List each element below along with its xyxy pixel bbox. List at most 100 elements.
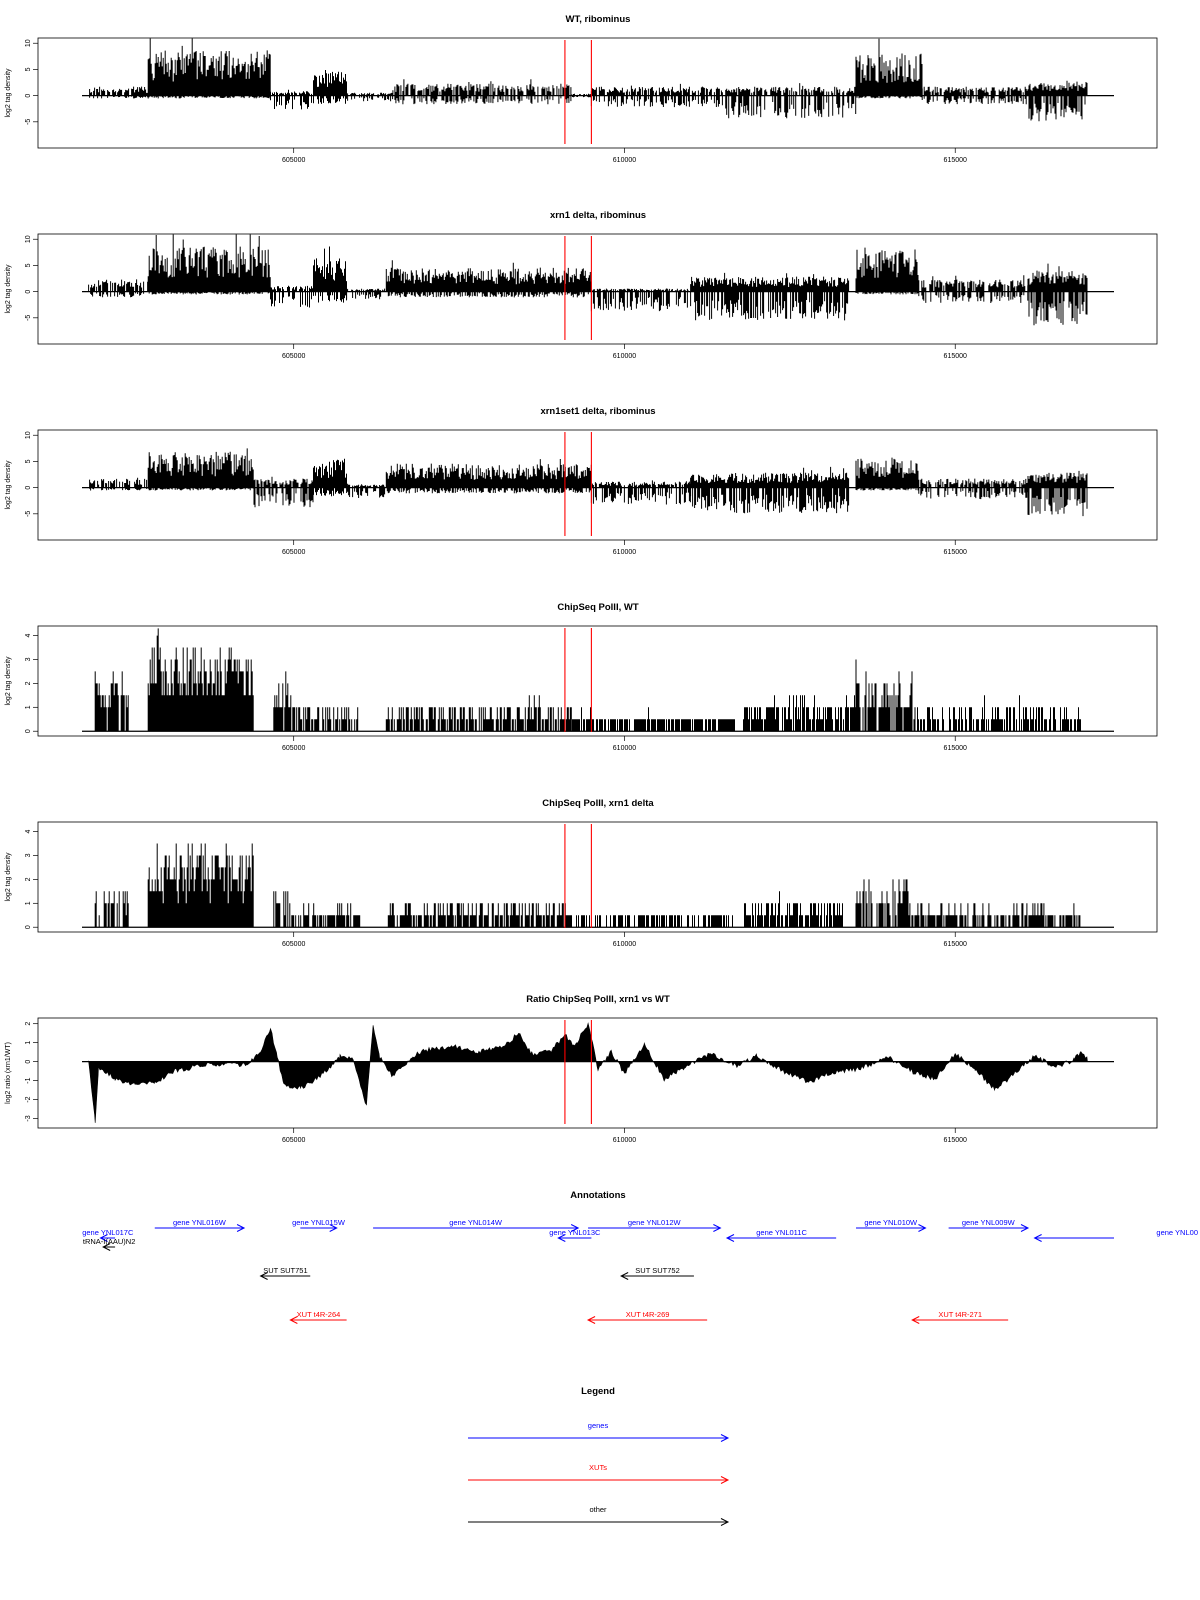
x-tick-label: 615000 [944,353,967,360]
x-tick-label: 605000 [282,353,305,360]
x-tick-label: 610000 [613,157,636,164]
y-tick-label: 0 [25,94,32,98]
feature-arrow-head [1020,1224,1030,1232]
plot-frame [37,37,1158,149]
feature-arrow-head [1033,1234,1042,1242]
y-axis-label: log2 tag density [5,264,12,314]
feature-label: SUT SUT751 [263,1266,307,1275]
y-axis-label: log2 ratio (xrn1/WT) [5,1042,12,1104]
plot-frame [37,1017,1158,1129]
x-tick-label: 610000 [613,745,636,752]
panel-title: Ratio ChipSeq PolII, xrn1 vs WT [526,994,670,1005]
feature-label: gene YNL009W [962,1218,1016,1227]
track-panel-4: ChipSeq PolII, xrn1 delta 0 1 2 3 4 log2 tag d… [5,798,1158,948]
x-tick-label: 610000 [613,353,636,360]
y-axis-label: log2 tag density [5,460,12,510]
y-tick-label: 4 [25,634,32,638]
feature-label: gene YNL00 [1156,1228,1198,1237]
feature-label: gene YNL017C [82,1228,134,1237]
feature-arrow-head [911,1316,920,1324]
x-tick-label: 615000 [944,157,967,164]
x-tick-label: 605000 [282,745,305,752]
feature-arrow-head [329,1224,338,1232]
legend-label: other [589,1505,607,1514]
panel-title: ChipSeq PolII, xrn1 delta [542,798,654,809]
feature-label: XUT t4R-264 [297,1310,341,1319]
legend: Legend genes XUTs other [468,1386,730,1526]
y-tick-label: 0 [25,729,32,733]
feature-arrow-head [236,1224,246,1232]
y-tick-label: -5 [25,511,32,517]
panel-title: xrn1 delta, ribominus [550,210,646,221]
feature-label: SUT SUT752 [635,1266,679,1275]
signal-bars [89,38,1088,122]
track-panel-3: ChipSeq PolII, WT 0 1 2 3 4 log2 tag density 60… [5,602,1158,752]
x-tick-label: 610000 [613,941,636,948]
feature-xut: XUT t4R-264 [289,1310,347,1324]
x-tick-label: 615000 [944,941,967,948]
y-tick-label: 2 [25,1022,32,1026]
feature-gene: gene YNL014W [373,1218,580,1232]
y-tick-label: 3 [25,853,32,857]
y-tick-label: -1 [25,1077,32,1083]
feature-label: gene YNL011C [756,1228,807,1237]
plot-frame [37,625,1158,737]
y-tick-label: 4 [25,830,32,834]
signal-bars [89,448,1088,517]
y-tick-label: 0 [25,925,32,929]
y-tick-label: 1 [25,1041,32,1045]
feature-gene: gene YNL00 [1033,1228,1198,1242]
feature-xut: XUT t4R-271 [911,1310,1009,1324]
legend-arrow-head [720,1434,730,1442]
feature-arrow-head [289,1316,298,1324]
feature-label: gene YNL013C [549,1228,601,1237]
track-panel-0: WT, ribominus -5 0 5 10 log2 tag density 60500… [5,14,1158,164]
legend-label: genes [588,1421,609,1430]
y-tick-label: 2 [25,681,32,685]
y-axis-label: log2 tag density [5,852,12,902]
x-tick-label: 615000 [944,549,967,556]
feature-label: XUT t4R-271 [938,1310,982,1319]
plot-frame [37,429,1158,541]
annotations-title: Annotations [570,1190,625,1201]
y-tick-label: 0 [25,290,32,294]
feature-other: tRNA-I(AAU)N2 [83,1237,136,1251]
y-tick-label: -3 [25,1115,32,1121]
x-tick-label: 615000 [944,745,967,752]
y-tick-label: -5 [25,315,32,321]
feature-arrow-head [620,1272,629,1280]
track-panel-1: xrn1 delta, ribominus -5 0 5 10 log2 tag dens… [5,210,1158,360]
feature-other: SUT SUT751 [259,1266,311,1280]
y-tick-label: 2 [25,877,32,881]
y-tick-label: 5 [25,263,32,267]
feature-gene: gene YNL013C [549,1228,601,1242]
x-tick-label: 605000 [282,549,305,556]
legend-item: other [468,1505,730,1526]
y-tick-label: 0 [25,486,32,490]
y-tick-label: 10 [25,235,32,243]
y-tick-label: 3 [25,657,32,661]
feature-arrow-head [586,1316,596,1324]
legend-item: genes [468,1421,730,1442]
plot-frame [37,821,1158,933]
panel-title: ChipSeq PolII, WT [557,602,638,613]
y-tick-label: 5 [25,67,32,71]
signal-bars [88,234,1088,326]
plot-frame [37,233,1158,345]
feature-gene: gene YNL015W [292,1218,346,1232]
feature-arrow-head [259,1272,268,1280]
legend-arrow-head [720,1476,730,1484]
feature-gene: gene YNL012W [588,1218,722,1232]
feature-label: gene YNL016W [173,1218,227,1227]
feature-gene: gene YNL011C [725,1228,837,1242]
feature-label: gene YNL012W [628,1218,682,1227]
feature-arrow-head [570,1224,580,1232]
y-tick-label: 1 [25,705,32,709]
feature-label: tRNA-I(AAU)N2 [83,1237,136,1246]
y-tick-label: 0 [25,1060,32,1064]
feature-gene: gene YNL010W [856,1218,927,1232]
track-panel-2: xrn1set1 delta, ribominus -5 0 5 10 log2 tag … [5,406,1158,556]
legend-arrow-head [720,1518,730,1526]
feature-gene: gene YNL016W [154,1218,246,1232]
